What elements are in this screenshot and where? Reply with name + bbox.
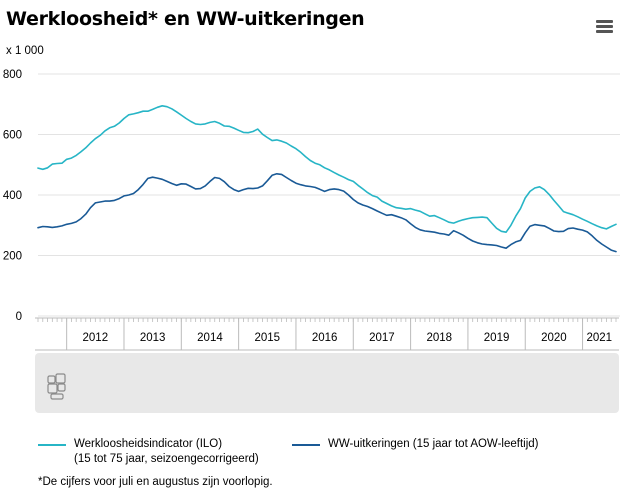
legend-item-ilo[interactable]: Werkloosheidsindicator (ILO) (15 tot 75 …: [38, 437, 288, 473]
legend-swatch-ilo: [38, 444, 66, 446]
legend-item-ww[interactable]: WW-uitkeringen (15 jaar tot AOW-leeftijd…: [292, 437, 592, 455]
range-navigator[interactable]: 2012 2013 2014 2015 2016 2017 2018 2019 2020 2021: [35, 317, 619, 413]
x-tick-label: 2016: [312, 332, 338, 344]
y-tick-label: 800: [3, 69, 22, 81]
y-tick-label: 400: [3, 190, 22, 202]
x-tick-label: 2014: [197, 332, 223, 344]
cbs-logo-part: [47, 383, 58, 394]
x-tick-label: 2012: [83, 332, 109, 344]
x-tick-label: 2018: [426, 332, 452, 344]
cbs-logo-part: [47, 375, 56, 384]
series-line-ilo: [37, 105, 617, 233]
legend-label-ww: WW-uitkeringen (15 jaar tot AOW-leeftijd…: [328, 438, 539, 450]
series-lines: [37, 105, 617, 253]
gridlines: [38, 73, 620, 317]
cbs-logo-part: [50, 393, 64, 400]
y-tick-label: 0: [16, 311, 22, 323]
x-tick-label: 2015: [254, 332, 280, 344]
cbs-logo-part: [57, 383, 66, 392]
y-tick-label: 200: [3, 251, 22, 263]
y-axis-labels: 0 200 400 600 800: [3, 69, 22, 323]
hamburger-menu-icon[interactable]: [596, 20, 613, 34]
x-tick-label: 2019: [484, 332, 510, 344]
chart-title: Werkloosheid* en WW-uitkeringen: [6, 8, 365, 30]
navigator-panel: [35, 353, 619, 413]
x-tick-label: 2013: [140, 332, 166, 344]
footnote: *De cijfers voor juli en augustus zijn v…: [38, 476, 273, 488]
cbs-logo-part: [55, 373, 66, 384]
x-tick-label: 2021: [586, 332, 612, 344]
series-line-ww: [37, 173, 617, 253]
legend-swatch-ww: [292, 444, 320, 446]
x-tick-label: 2017: [369, 332, 395, 344]
y-axis-unit-label: x 1 000: [6, 45, 44, 57]
x-tick-label: 2020: [541, 332, 567, 344]
navigator-track: [35, 318, 619, 350]
cbs-logo: [47, 373, 66, 400]
legend-label-ilo: Werkloosheidsindicator (ILO) (15 tot 75 …: [74, 438, 259, 465]
y-tick-label: 600: [3, 130, 22, 142]
